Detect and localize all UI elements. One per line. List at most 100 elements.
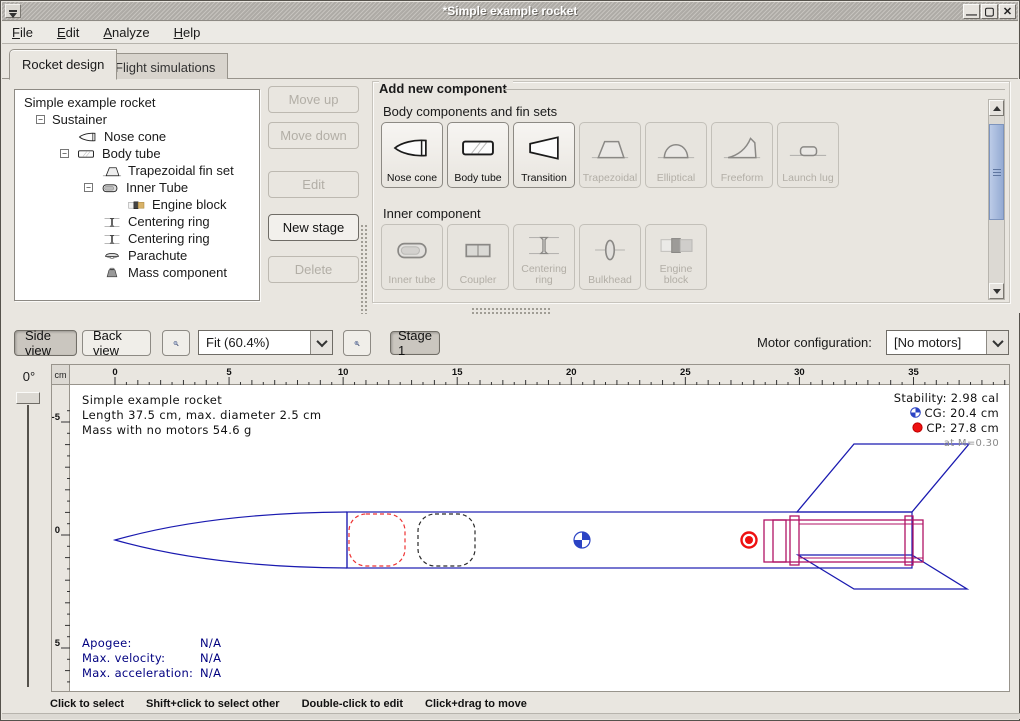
body-tube-outline[interactable] <box>346 511 913 569</box>
rocket-info-line: Mass with no motors 54.6 g <box>82 423 252 437</box>
tree-item-simple-example-rocket[interactable]: Simple example rocket <box>15 94 259 111</box>
inner-tube-icon <box>102 183 118 192</box>
tree-expand-handle[interactable]: − <box>36 115 45 124</box>
zoom-in-icon <box>354 340 360 346</box>
maximize-button[interactable]: ▢ <box>981 4 998 19</box>
vertical-splitter-handle[interactable] <box>360 224 369 314</box>
component-tree[interactable]: Simple example rocket − Sustainer Nose cone… <box>14 89 260 301</box>
rotation-angle-label: 0° <box>22 369 36 384</box>
cg-marker[interactable] <box>573 531 591 549</box>
lower-fin-outline[interactable] <box>795 554 970 590</box>
tree-item-trapezoidal-fin-set[interactable]: Trapezoidal fin set <box>15 162 259 179</box>
combo-arrow-button[interactable] <box>986 331 1008 354</box>
side-view-button[interactable]: Side view <box>14 328 77 358</box>
rotation-slider-track <box>27 405 29 687</box>
menu-file[interactable]: File <box>12 25 33 40</box>
add-centering-ring-button[interactable]: Centering ring <box>513 224 575 290</box>
rocket-figure[interactable] <box>70 385 1010 692</box>
add-freeform-button[interactable]: Freeform <box>711 122 773 188</box>
motor-configuration-combobox[interactable]: [No motors] <box>886 330 1009 355</box>
stage-1-toggle[interactable]: Stage 1 <box>390 328 440 358</box>
component-button-label: Centering ring <box>521 263 567 286</box>
add-engine-block-button[interactable]: Engine block <box>645 224 707 290</box>
component-button-label: Nose cone <box>386 172 438 184</box>
add-launch-lug-button[interactable]: Launch lug <box>777 122 839 188</box>
centering-ring-outline[interactable] <box>789 515 800 566</box>
centering-ring-icon <box>99 232 125 246</box>
scrollbar-thumb[interactable] <box>989 124 1004 220</box>
add-nose-cone-button[interactable]: Nose cone <box>381 122 443 188</box>
zoom-level-combobox[interactable]: Fit (60.4%) <box>198 330 333 355</box>
add-trapezoidal-button[interactable]: Trapezoidal <box>579 122 641 188</box>
minimize-button[interactable]: — <box>963 4 980 21</box>
rotation-slider-handle[interactable] <box>16 392 40 404</box>
zoom-out-button[interactable] <box>162 330 190 356</box>
tree-item-label: Nose cone <box>104 129 167 144</box>
v-ruler-ticks: -5 0 5 <box>52 410 70 683</box>
horizontal-splitter-handle[interactable] <box>471 307 551 315</box>
parachute-icon <box>105 252 119 259</box>
component-button-label: Bulkhead <box>588 274 632 286</box>
tree-item-label: Engine block <box>152 197 227 212</box>
tree-item-mass-component[interactable]: Mass component <box>15 264 259 281</box>
move-down-button[interactable]: Move down <box>268 122 359 149</box>
mass-component-outline[interactable] <box>417 513 476 567</box>
tab-flight-simulations[interactable]: Flight simulations <box>102 53 229 80</box>
thumb-grip-icon <box>993 169 1001 177</box>
system-menu-button[interactable] <box>5 4 21 18</box>
new-stage-button[interactable]: New stage <box>268 214 359 241</box>
delete-button[interactable]: Delete <box>268 256 359 283</box>
status-hint: Shift+click to select other <box>145 697 280 710</box>
cp-marker[interactable] <box>740 531 758 549</box>
tree-item-engine-block[interactable]: Engine block <box>15 196 259 213</box>
engine-block-outline[interactable] <box>772 519 787 563</box>
tree-item-centering-ring[interactable]: Centering ring <box>15 213 259 230</box>
rocket-canvas: cm 0 5 10 15 20 25 30 35 -5 0 5 <box>51 364 1010 692</box>
nose-cone-outline[interactable] <box>112 511 348 569</box>
rocket-drawing-area[interactable]: Simple example rocket Length 37.5 cm, max… <box>70 385 1009 691</box>
scroll-down-button[interactable] <box>989 283 1004 299</box>
back-view-button[interactable]: Back view <box>82 328 151 358</box>
engine-block-icon <box>660 237 693 253</box>
add-bulkhead-button[interactable]: Bulkhead <box>579 224 641 290</box>
edit-button[interactable]: Edit <box>268 171 359 198</box>
add-transition-button[interactable]: Transition <box>513 122 575 188</box>
motor-configuration-value: [No motors] <box>887 331 986 354</box>
zoom-out-icon <box>173 340 179 346</box>
add-elliptical-button[interactable]: Elliptical <box>645 122 707 188</box>
tree-item-inner-tube[interactable]: − Inner Tube <box>15 179 259 196</box>
move-up-button[interactable]: Move up <box>268 86 359 113</box>
tree-item-body-tube[interactable]: − Body tube <box>15 145 259 162</box>
tab-strip: Rocket design Flight simulations <box>2 45 1018 80</box>
add-body-tube-button[interactable]: Body tube <box>447 122 509 188</box>
parachute-outline[interactable] <box>348 513 406 567</box>
trapezoid-fin-icon <box>102 166 122 176</box>
tree-item-parachute[interactable]: Parachute <box>15 247 259 264</box>
add-panel-scrollbar[interactable] <box>988 99 1005 300</box>
close-icon: ✕ <box>1002 6 1013 18</box>
centering-ring-icon <box>104 217 120 227</box>
menu-analyze[interactable]: Analyze <box>103 25 150 40</box>
section-label-body-components-and-fin-sets: Body components and fin sets <box>383 104 558 119</box>
tree-expand-handle[interactable]: − <box>84 183 93 192</box>
tree-item-nose-cone[interactable]: Nose cone <box>15 128 259 145</box>
combo-arrow-button[interactable] <box>310 331 332 354</box>
tree-item-label: Centering ring <box>128 231 210 246</box>
add-coupler-button[interactable]: Coupler <box>447 224 509 290</box>
inner-tube-outline[interactable] <box>763 519 924 563</box>
menu-help[interactable]: Help <box>173 25 201 40</box>
menu-edit[interactable]: Edit <box>56 25 80 40</box>
body-tube-icon <box>78 149 94 158</box>
tree-item-sustainer[interactable]: − Sustainer <box>15 111 259 128</box>
tree-expand-handle[interactable]: − <box>60 149 69 158</box>
centering-ring-outline[interactable] <box>904 515 914 566</box>
flight-data-label: Max. acceleration: <box>82 666 194 680</box>
scroll-up-button[interactable] <box>989 100 1004 116</box>
upper-fin-outline[interactable] <box>795 443 971 513</box>
zoom-in-button[interactable] <box>343 330 371 356</box>
tab-rocket-design[interactable]: Rocket design <box>9 49 118 80</box>
tree-item-centering-ring[interactable]: Centering ring <box>15 230 259 247</box>
close-button[interactable]: ✕ <box>999 4 1016 19</box>
add-inner-tube-button[interactable]: Inner tube <box>381 224 443 290</box>
flight-data-value: N/A <box>200 651 222 665</box>
